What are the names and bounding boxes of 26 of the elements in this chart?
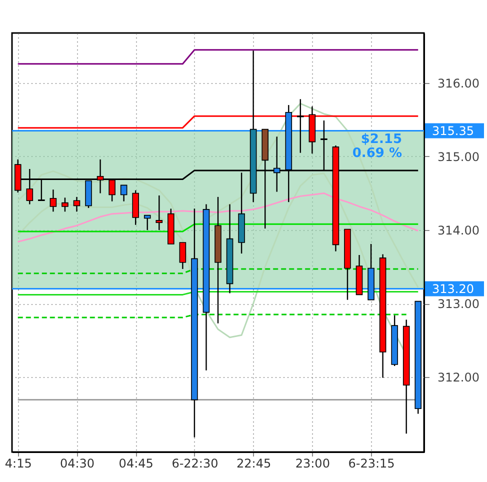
candlestick (144, 214, 151, 231)
candlestick (73, 196, 80, 212)
ref-line-label: 315.35 (432, 124, 474, 138)
candlestick (179, 242, 186, 270)
candlestick (120, 184, 128, 202)
candlestick (156, 194, 163, 231)
ref-line-label: 313.20 (432, 282, 474, 296)
x-tick-label: 6-22:30 (172, 456, 218, 470)
y-tick-label: 315.00 (438, 150, 480, 164)
line-series (17, 102, 419, 288)
y-tick-label: 312.00 (438, 370, 480, 385)
line-series (17, 192, 419, 243)
y-tick-label: 313.00 (438, 297, 480, 312)
x-tick-label: 4:15 (4, 456, 32, 470)
annotation: 0.69 % (352, 146, 402, 161)
x-tick-label: 04:45 (118, 456, 154, 470)
candlestick (297, 98, 304, 154)
x-tick-label: 04:30 (60, 456, 95, 470)
annotation: $2.15 (360, 132, 402, 147)
candlestick (62, 197, 68, 212)
x-tick-label: 6-23:15 (348, 456, 395, 470)
candlestick (50, 188, 57, 212)
x-tick-label: 22:45 (236, 456, 272, 470)
x-tick-label: 23:00 (295, 456, 330, 470)
y-tick-label: 316.00 (438, 76, 480, 90)
y-tick-label: 314.00 (438, 224, 480, 238)
